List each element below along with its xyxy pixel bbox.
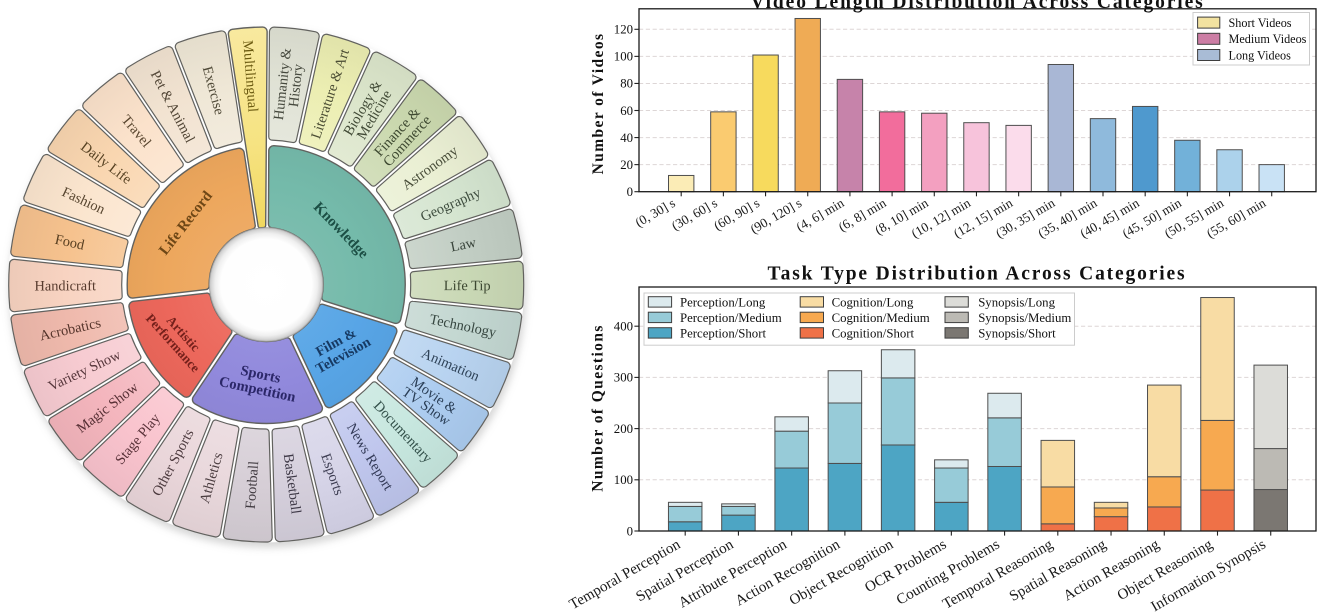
- svg-text:100: 100: [614, 50, 633, 64]
- svg-text:Short Videos: Short Videos: [1229, 16, 1292, 30]
- svg-text:40: 40: [620, 131, 633, 145]
- svg-text:Perception/Medium: Perception/Medium: [680, 311, 782, 325]
- svg-text:Life Tip: Life Tip: [444, 278, 491, 294]
- svg-text:120: 120: [614, 23, 633, 37]
- svg-text:100: 100: [614, 473, 633, 487]
- svg-text:Task Type Distribution Across: Task Type Distribution Across Categories: [768, 264, 1187, 285]
- svg-text:60: 60: [620, 104, 633, 118]
- svg-text:80: 80: [620, 77, 633, 91]
- svg-text:300: 300: [614, 371, 633, 385]
- svg-text:0: 0: [627, 185, 633, 199]
- svg-text:20: 20: [620, 158, 633, 172]
- svg-text:Cognition/Long: Cognition/Long: [832, 295, 914, 309]
- svg-text:Perception/Long: Perception/Long: [680, 295, 766, 309]
- svg-text:Food: Food: [53, 232, 86, 254]
- svg-text:Medium Videos: Medium Videos: [1229, 32, 1307, 46]
- svg-text:Cognition/Short: Cognition/Short: [832, 326, 915, 340]
- svg-text:400: 400: [614, 320, 633, 334]
- svg-text:Synopsis/Medium: Synopsis/Medium: [978, 311, 1071, 325]
- svg-text:Number of Videos: Number of Videos: [590, 33, 607, 175]
- svg-text:Perception/Short: Perception/Short: [680, 326, 766, 340]
- svg-text:Video Length Distribution Acro: Video Length Distribution Across Categor…: [750, 0, 1204, 13]
- svg-text:History: History: [286, 62, 307, 107]
- svg-text:0: 0: [627, 524, 633, 538]
- svg-text:Cognition/Medium: Cognition/Medium: [832, 311, 930, 325]
- svg-text:Long Videos: Long Videos: [1229, 48, 1292, 62]
- svg-text:200: 200: [614, 422, 633, 436]
- svg-text:Number of Questions: Number of Questions: [590, 324, 607, 492]
- svg-text:(30, 60] s: (30, 60] s: [669, 195, 720, 233]
- svg-text:Football: Football: [243, 461, 262, 510]
- svg-text:Multilingual: Multilingual: [239, 40, 260, 113]
- svg-text:Synopsis/Short: Synopsis/Short: [978, 326, 1056, 340]
- svg-text:Law: Law: [449, 235, 478, 256]
- svg-text:Synopsis/Long: Synopsis/Long: [978, 295, 1055, 309]
- svg-text:Basketball: Basketball: [280, 453, 304, 515]
- svg-text:Handicraft: Handicraft: [34, 278, 96, 294]
